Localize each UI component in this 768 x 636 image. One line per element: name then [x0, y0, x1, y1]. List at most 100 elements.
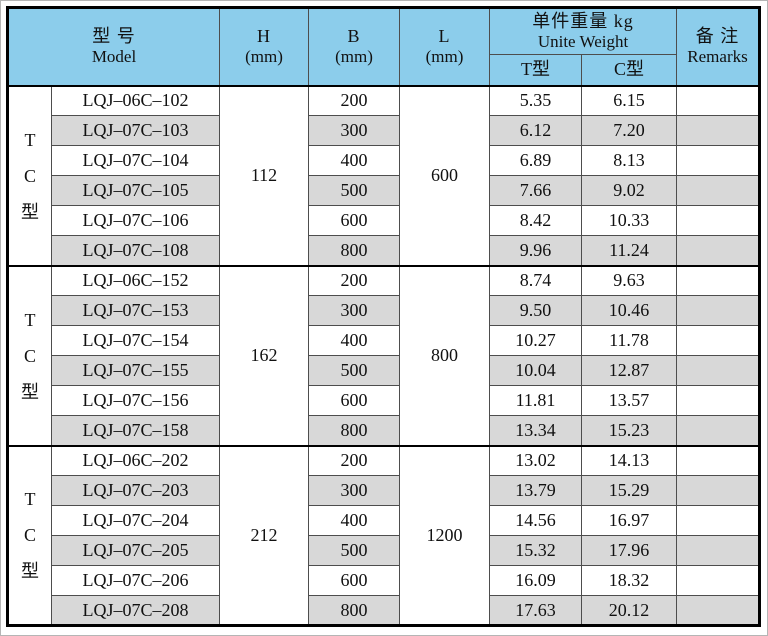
l-cell-group3: 1200: [399, 444, 491, 626]
header-weight-zh: 单件重量 kg: [532, 10, 634, 31]
table-row: LQJ–07C–203 300 13.79 15.29: [8, 475, 761, 506]
t-weight-cell: 16.09: [489, 565, 583, 596]
c-weight-cell: 11.78: [581, 325, 678, 356]
table-row: LQJ–07C–204 400 14.56 16.97: [8, 505, 761, 536]
remarks-cell: [676, 565, 761, 596]
remarks-cell: [676, 235, 761, 266]
t-weight-cell: 14.56: [489, 505, 583, 536]
remarks-cell: [676, 175, 761, 206]
t-weight-cell: 5.35: [489, 85, 583, 116]
header-weight-en: Unite Weight: [537, 32, 629, 52]
t-weight-cell: 10.04: [489, 355, 583, 386]
c-weight-cell: 11.24: [581, 235, 678, 266]
t-weight-cell: 6.89: [489, 145, 583, 176]
t-weight-cell: 15.32: [489, 535, 583, 566]
table-row: LQJ–07C–153 300 9.50 10.46: [8, 295, 761, 326]
table-row: LQJ–07C–154 400 10.27 11.78: [8, 325, 761, 356]
type-label-group1: T C 型: [7, 85, 52, 266]
model-cell: LQJ–06C–152: [50, 264, 221, 296]
model-cell: LQJ–07C–205: [50, 535, 221, 566]
model-cell: LQJ–07C–158: [50, 415, 221, 446]
b-cell: 400: [308, 325, 401, 356]
b-cell: 800: [308, 235, 401, 266]
remarks-cell: [676, 325, 761, 356]
table-row: LQJ–07C–208 800 17.63 20.12: [8, 595, 761, 626]
model-cell: LQJ–07C–108: [50, 235, 221, 266]
t-weight-cell: 9.96: [489, 235, 583, 266]
t-weight-cell: 13.79: [489, 475, 583, 506]
b-cell: 500: [308, 175, 401, 206]
header-remarks-en: Remarks: [687, 47, 748, 67]
c-weight-cell: 7.20: [581, 115, 678, 146]
header-h-label: H: [257, 25, 272, 46]
c-weight-cell: 14.13: [581, 444, 678, 476]
remarks-cell: [676, 85, 761, 116]
table-row: LQJ–07C–156 600 11.81 13.57: [8, 385, 761, 416]
c-weight-cell: 18.32: [581, 565, 678, 596]
table-row: LQJ–07C–103 300 6.12 7.20: [8, 115, 761, 146]
c-weight-cell: 16.97: [581, 505, 678, 536]
c-weight-cell: 20.12: [581, 595, 678, 626]
model-cell: LQJ–07C–105: [50, 175, 221, 206]
table-row: LQJ–07C–108 800 9.96 11.24: [8, 235, 761, 266]
t-weight-cell: 13.02: [489, 444, 583, 476]
t-weight-cell: 11.81: [489, 385, 583, 416]
b-cell: 800: [308, 595, 401, 626]
model-cell: LQJ–07C–203: [50, 475, 221, 506]
h-cell-group3: 212: [219, 444, 310, 626]
l-cell-group1: 600: [399, 85, 491, 266]
type-label-line: 型: [21, 381, 39, 402]
model-cell: LQJ–07C–103: [50, 115, 221, 146]
table-row: LQJ–07C–155 500 10.04 12.87: [8, 355, 761, 386]
header-model-en: Model: [91, 47, 137, 67]
c-weight-cell: 8.13: [581, 145, 678, 176]
model-cell: LQJ–07C–154: [50, 325, 221, 356]
b-cell: 300: [308, 475, 401, 506]
c-weight-cell: 10.33: [581, 205, 678, 236]
table-row: LQJ–07C–105 500 7.66 9.02: [8, 175, 761, 206]
model-cell: LQJ–06C–202: [50, 444, 221, 476]
t-weight-cell: 9.50: [489, 295, 583, 326]
header-h-unit: (mm): [245, 47, 283, 67]
remarks-cell: [676, 145, 761, 176]
c-weight-cell: 9.63: [581, 264, 678, 296]
remarks-cell: [676, 355, 761, 386]
b-cell: 600: [308, 565, 401, 596]
b-cell: 400: [308, 145, 401, 176]
model-cell: LQJ–07C–206: [50, 565, 221, 596]
remarks-cell: [676, 115, 761, 146]
type-label-line: C: [23, 165, 36, 186]
t-weight-cell: 8.42: [489, 205, 583, 236]
remarks-cell: [676, 295, 761, 326]
b-cell: 500: [308, 535, 401, 566]
header-b-unit: (mm): [335, 47, 373, 67]
t-weight-cell: 8.74: [489, 264, 583, 296]
table-row: T C 型 LQJ–06C–152 162 200 800 8.74 9.63: [7, 264, 761, 446]
table-row: LQJ–07C–205 500 15.32 17.96: [8, 535, 761, 566]
type-label-line: C: [23, 345, 36, 366]
header-l-label: L: [438, 25, 451, 46]
b-cell: 600: [308, 205, 401, 236]
b-cell: 800: [308, 415, 401, 446]
table-row: LQJ–07C–158 800 13.34 15.23: [8, 415, 761, 446]
type-label-group2: T C 型: [7, 264, 52, 446]
table-row: LQJ–07C–104 400 6.89 8.13: [8, 145, 761, 176]
remarks-cell: [676, 415, 761, 446]
type-label-line: 型: [21, 201, 39, 222]
model-cell: LQJ–07C–155: [50, 355, 221, 386]
c-weight-cell: 12.87: [581, 355, 678, 386]
h-cell-group1: 112: [219, 85, 310, 266]
c-weight-cell: 17.96: [581, 535, 678, 566]
b-cell: 300: [308, 115, 401, 146]
b-cell: 400: [308, 505, 401, 536]
t-weight-cell: 7.66: [489, 175, 583, 206]
t-weight-cell: 10.27: [489, 325, 583, 356]
type-label-line: T: [24, 129, 36, 150]
table-row: LQJ–07C–206 600 16.09 18.32: [8, 565, 761, 596]
header-l: L (mm): [399, 7, 491, 87]
b-cell: 200: [308, 264, 401, 296]
product-spec-table: 型 号 Model H (mm) B (mm) L (mm) 单件重量 kg: [6, 6, 762, 627]
table-row: LQJ–07C–106 600 8.42 10.33: [8, 205, 761, 236]
c-weight-cell: 15.29: [581, 475, 678, 506]
